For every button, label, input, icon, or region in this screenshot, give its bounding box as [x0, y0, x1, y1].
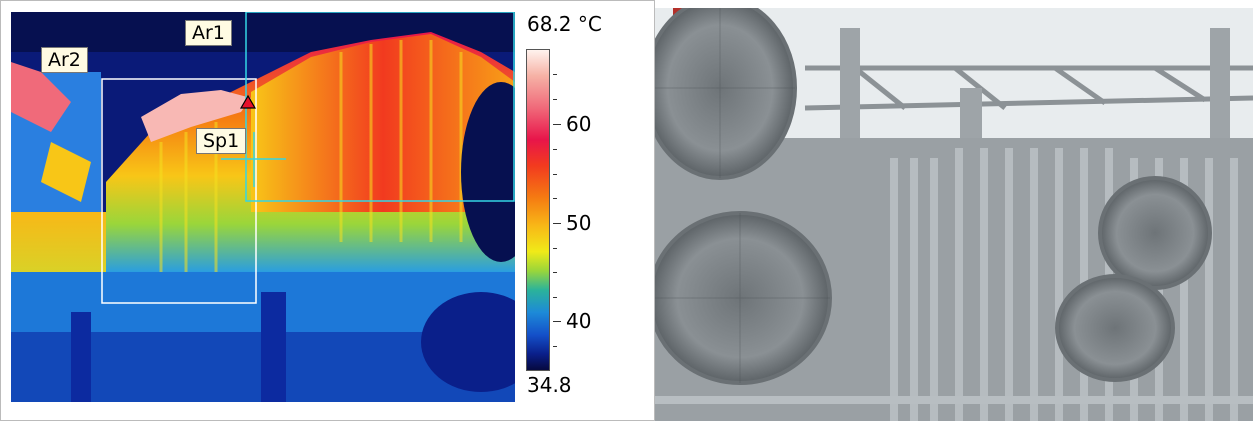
- scale-minor-tick: [553, 149, 557, 150]
- scale-min-label: 34.8: [527, 373, 572, 397]
- scale-tick: [553, 321, 561, 322]
- scale-minor-tick: [553, 99, 557, 100]
- area-label-ar1: Ar1: [185, 20, 232, 46]
- spot-label-sp1: Sp1: [196, 128, 247, 154]
- scale-minor-tick: [553, 174, 557, 175]
- scale-tick-label-40: 40: [566, 309, 592, 333]
- temperature-scale-bar: [526, 49, 550, 371]
- scale-tick-label-60: 60: [566, 112, 592, 136]
- transformer-photo: [655, 8, 1253, 421]
- thermal-image: [11, 12, 515, 402]
- scale-tick-label-50: 50: [566, 211, 592, 235]
- scale-minor-tick: [553, 74, 557, 75]
- scale-tick: [553, 223, 561, 224]
- area-label-ar2: Ar2: [41, 47, 88, 73]
- scale-minor-tick: [553, 346, 557, 347]
- thermal-panel: Ar1 Ar2 Sp1 68.2 °C 34.8 60 50 40: [0, 0, 655, 421]
- scale-minor-tick: [553, 297, 557, 298]
- scale-minor-tick: [553, 198, 557, 199]
- scale-tick: [553, 124, 561, 125]
- scale-minor-tick: [553, 248, 557, 249]
- scale-max-label: 68.2 °C: [527, 12, 602, 36]
- scale-minor-tick: [553, 272, 557, 273]
